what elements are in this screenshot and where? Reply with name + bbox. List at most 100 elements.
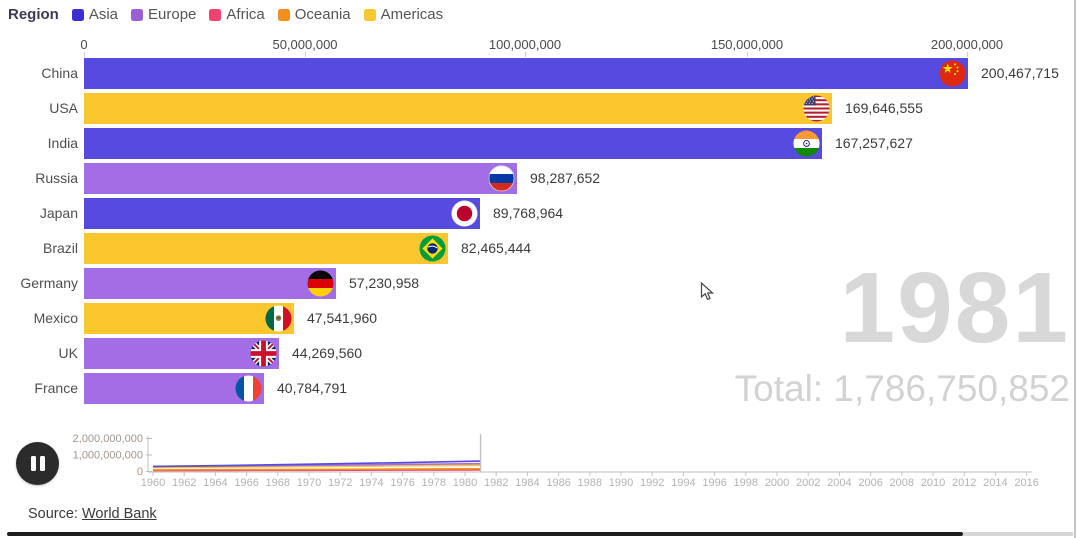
legend-item-label: Americas xyxy=(380,6,444,23)
flag-icon-france xyxy=(235,375,262,402)
axis-tick-mark xyxy=(305,52,306,57)
flag-icon-uk xyxy=(250,340,277,367)
timeline-year-label: 1966 xyxy=(234,477,258,489)
bar-mexico[interactable] xyxy=(84,303,294,334)
bar-value-label: 47,541,960 xyxy=(307,310,378,326)
legend-item-europe[interactable]: Europe xyxy=(131,6,196,23)
legend-item-label: Europe xyxy=(148,6,197,23)
bar-value-label: 82,465,444 xyxy=(461,240,532,256)
window-right-border xyxy=(1074,0,1076,538)
bar-japan[interactable] xyxy=(84,198,480,229)
country-label: UK xyxy=(58,345,78,361)
timeline-year-label: 1996 xyxy=(702,477,726,489)
timeline-year-label: 1978 xyxy=(422,477,446,489)
flag-icon-india xyxy=(793,130,820,157)
timeline-y-tick-label: 1,000,000,000 xyxy=(73,450,143,462)
timeline-year-label: 1982 xyxy=(484,477,508,489)
country-label: India xyxy=(47,135,78,151)
country-label: China xyxy=(41,65,78,81)
legend-item-oceania[interactable]: Oceania xyxy=(277,6,351,23)
timeline-year-label: 2000 xyxy=(765,477,789,489)
bar-usa[interactable] xyxy=(84,93,832,124)
legend-swatch xyxy=(277,8,290,21)
timeline-year-label: 1976 xyxy=(390,477,414,489)
bar-row-russia: Russia 98,287,652 xyxy=(0,163,1078,194)
total-label: Total: 1,786,750,852 xyxy=(734,368,1070,409)
timeline-year-label: 1998 xyxy=(734,477,758,489)
timeline-chart[interactable]: 0 1,000,000,000 2,000,000,000 1960 1962 1964 1… xyxy=(0,428,1078,492)
legend-swatch xyxy=(209,8,222,21)
timeline-year-label: 2002 xyxy=(796,477,820,489)
timeline-year-label: 1962 xyxy=(172,477,196,489)
axis-tick-mark xyxy=(747,52,748,57)
legend-swatch xyxy=(131,8,144,21)
bar-row-france: France 40,784,791 xyxy=(0,373,1078,404)
timeline-series-americas xyxy=(152,464,481,469)
bar-row-china: China 200,467,715 xyxy=(0,58,1078,89)
bar-row-mexico: Mexico 47,541,960 xyxy=(0,303,1078,334)
bar-value-label: 44,269,560 xyxy=(292,345,363,361)
timeline-series-asia xyxy=(152,460,481,468)
country-label: Mexico xyxy=(33,310,78,326)
bottom-scrollbar-track xyxy=(963,532,1073,536)
flag-icon-usa xyxy=(803,95,830,122)
legend-item-asia[interactable]: Asia xyxy=(71,6,118,23)
bar-row-india: India 167,257,627 xyxy=(0,128,1078,159)
legend-item-americas[interactable]: Americas xyxy=(363,6,444,23)
flag-icon-brazil xyxy=(419,235,446,262)
bar-row-brazil: Brazil 82,465,444 xyxy=(0,233,1078,264)
bar-brazil[interactable] xyxy=(84,233,448,264)
bar-china[interactable] xyxy=(84,58,968,89)
bar-value-label: 169,646,555 xyxy=(845,100,923,116)
axis-tick-label: 150,000,000 xyxy=(710,37,784,52)
pause-icon xyxy=(30,456,45,471)
timeline-year-label: 1988 xyxy=(578,477,602,489)
bar-germany[interactable] xyxy=(84,268,336,299)
timeline-year-label: 1986 xyxy=(546,477,570,489)
bar-value-label: 200,467,715 xyxy=(981,65,1059,81)
bar-france[interactable] xyxy=(84,373,264,404)
timeline-year-label: 2016 xyxy=(1014,477,1038,489)
bar-russia[interactable] xyxy=(84,163,517,194)
flag-icon-russia xyxy=(488,165,515,192)
legend-swatch xyxy=(363,8,376,21)
axis-tick-label: 50,000,000 xyxy=(272,37,338,52)
timeline-year-label: 2010 xyxy=(921,477,945,489)
legend-item-label: Africa xyxy=(226,6,265,23)
bar-row-germany: Germany 57,230,958 xyxy=(0,268,1078,299)
legend: Region Asia Europe Africa Oceania Americas xyxy=(8,6,443,23)
mouse-cursor xyxy=(700,282,715,301)
source-line: Source: World Bank xyxy=(28,506,157,522)
source-prefix: Source: xyxy=(28,506,82,522)
bar-india[interactable] xyxy=(84,128,822,159)
bar-row-uk: UK 44,269,560 xyxy=(0,338,1078,369)
source-link[interactable]: World Bank xyxy=(82,506,157,522)
legend-item-africa[interactable]: Africa xyxy=(209,6,265,23)
legend-swatch xyxy=(71,8,84,21)
timeline-year-label: 2006 xyxy=(858,477,882,489)
timeline-series-oceania xyxy=(152,468,481,471)
country-label: Germany xyxy=(20,275,78,291)
bar-value-label: 40,784,791 xyxy=(277,380,348,396)
country-label: USA xyxy=(49,100,78,116)
timeline-year-label: 2008 xyxy=(890,477,914,489)
bar-row-usa: USA 169,646,555 xyxy=(0,93,1078,124)
timeline-year-label: 2014 xyxy=(983,477,1007,489)
pause-button[interactable] xyxy=(16,442,59,485)
timeline-year-label: 1994 xyxy=(671,477,695,489)
bar-value-label: 57,230,958 xyxy=(349,275,420,291)
timeline-year-label: 1984 xyxy=(515,477,539,489)
timeline-year-label: 1970 xyxy=(297,477,321,489)
bottom-scrollbar-thumb[interactable] xyxy=(7,532,963,536)
axis-tick-label: 100,000,000 xyxy=(488,37,562,52)
axis-tick-mark xyxy=(84,52,85,57)
country-label: France xyxy=(34,380,78,396)
bar-value-label: 98,287,652 xyxy=(530,170,601,186)
timeline-year-label: 2012 xyxy=(952,477,976,489)
timeline-year-label: 1974 xyxy=(359,477,383,489)
year-display: 1981 Total: 1,786,750,852 xyxy=(735,258,1070,410)
bar-uk[interactable] xyxy=(84,338,279,369)
axis-tick-mark xyxy=(525,52,526,57)
timeline-year-label: 1980 xyxy=(453,477,477,489)
